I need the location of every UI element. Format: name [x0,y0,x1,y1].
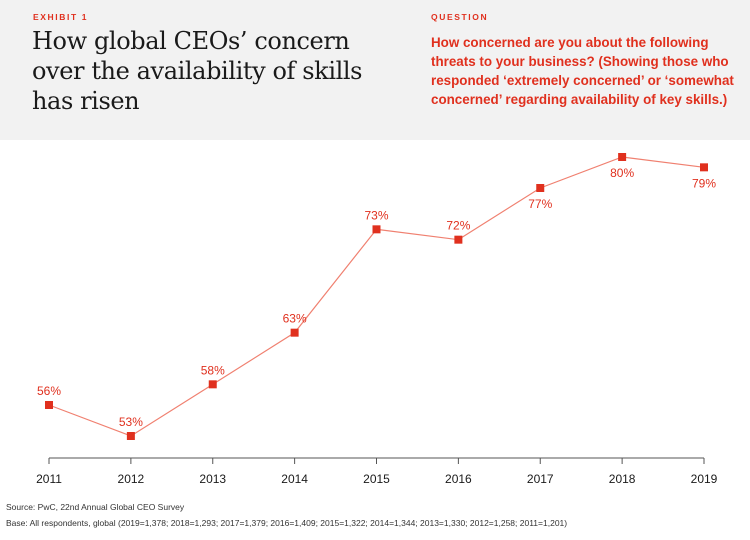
data-label: 56% [37,384,61,398]
line-chart: 2011 2012 2013 2014 2015 2016 2017 2018 2019 56%… [36,153,718,486]
source-note: Source: PwC, 22nd Annual Global CEO Surv… [6,502,185,512]
data-point [45,401,53,409]
data-label: 79% [692,176,716,190]
data-point [618,153,627,161]
data-label: 53% [119,415,143,429]
data-label: 73% [364,208,388,222]
data-label: 72% [446,219,470,233]
data-label: 63% [283,312,307,326]
data-point [372,225,381,234]
x-tick-label: 2011 [36,472,62,486]
x-axis: 2011 2012 2013 2014 2015 2016 2017 2018 2019 [36,457,718,486]
data-labels: 56% 53% 58% 63% 73% 72% 77% 80% 79% [37,166,716,429]
series-line-group [48,156,705,437]
question-text: How concerned are you about the followin… [431,35,734,107]
x-tick-label: 2017 [527,472,554,486]
x-tick-label: 2014 [281,472,308,486]
x-tick-label: 2013 [199,472,226,486]
data-label: 80% [610,166,634,180]
data-point [536,184,545,192]
data-point [208,380,217,389]
data-label: 77% [528,197,552,211]
x-tick-label: 2018 [609,472,636,486]
data-point [290,328,299,337]
data-points [45,153,708,440]
x-tick-label: 2012 [118,472,145,486]
question-label: QUESTION [431,12,489,22]
data-point [454,235,463,244]
x-tick-label: 2019 [691,472,718,486]
data-point [700,163,708,172]
data-point [126,432,135,440]
x-tick-label: 2016 [445,472,472,486]
series-line [48,156,705,437]
x-tick-label: 2015 [363,472,390,486]
base-note: Base: All respondents, global (2019=1,37… [6,518,568,528]
chart-title: How global CEOs’ concern over the availa… [32,27,363,115]
exhibit-label: EXHIBIT 1 [33,12,89,22]
chart-header: EXHIBIT 1 How global CEOs’ concern over … [0,0,750,140]
data-label: 58% [201,363,225,377]
